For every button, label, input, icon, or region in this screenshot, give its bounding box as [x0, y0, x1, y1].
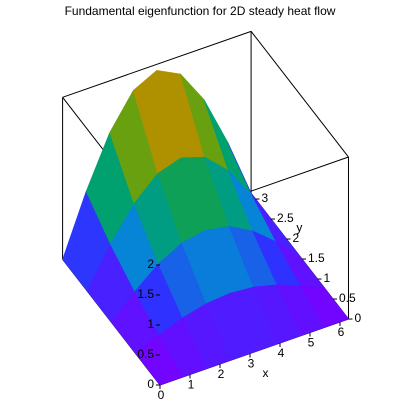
surface-patch: [300, 285, 349, 328]
x-tick-label: 4: [278, 346, 285, 360]
z-tick-label: 1: [147, 317, 154, 331]
y-tick-label: 1: [323, 271, 330, 285]
z-tick-label: 0.5: [137, 347, 154, 361]
z-tick-label: 0: [147, 377, 154, 391]
x-tick-label: 3: [248, 357, 255, 371]
x-tick-label: 0: [158, 388, 165, 400]
box-edge: [62, 30, 252, 98]
y-tick-label: 2.5: [277, 211, 294, 225]
x-axis-label: x: [263, 366, 269, 380]
y-tick-label: 2: [292, 231, 299, 245]
y-axis-label: y: [296, 221, 302, 235]
x-tick-label: 1: [188, 378, 195, 392]
y-tick-label: 3: [261, 191, 268, 205]
z-tick-label: 2: [147, 257, 154, 271]
chart-title: Fundamental eigenfunction for 2D steady …: [65, 4, 336, 18]
y-tick-label: 0.5: [339, 291, 356, 305]
x-tick-label: 6: [338, 325, 345, 339]
x-tick-label: 2: [218, 367, 225, 381]
z-tick-label: 1.5: [137, 287, 154, 301]
box-edge: [250, 31, 349, 158]
x-tick-label: 5: [308, 336, 315, 350]
y-tick-label: 1.5: [308, 251, 325, 265]
y-tick-label: 0: [354, 311, 361, 325]
